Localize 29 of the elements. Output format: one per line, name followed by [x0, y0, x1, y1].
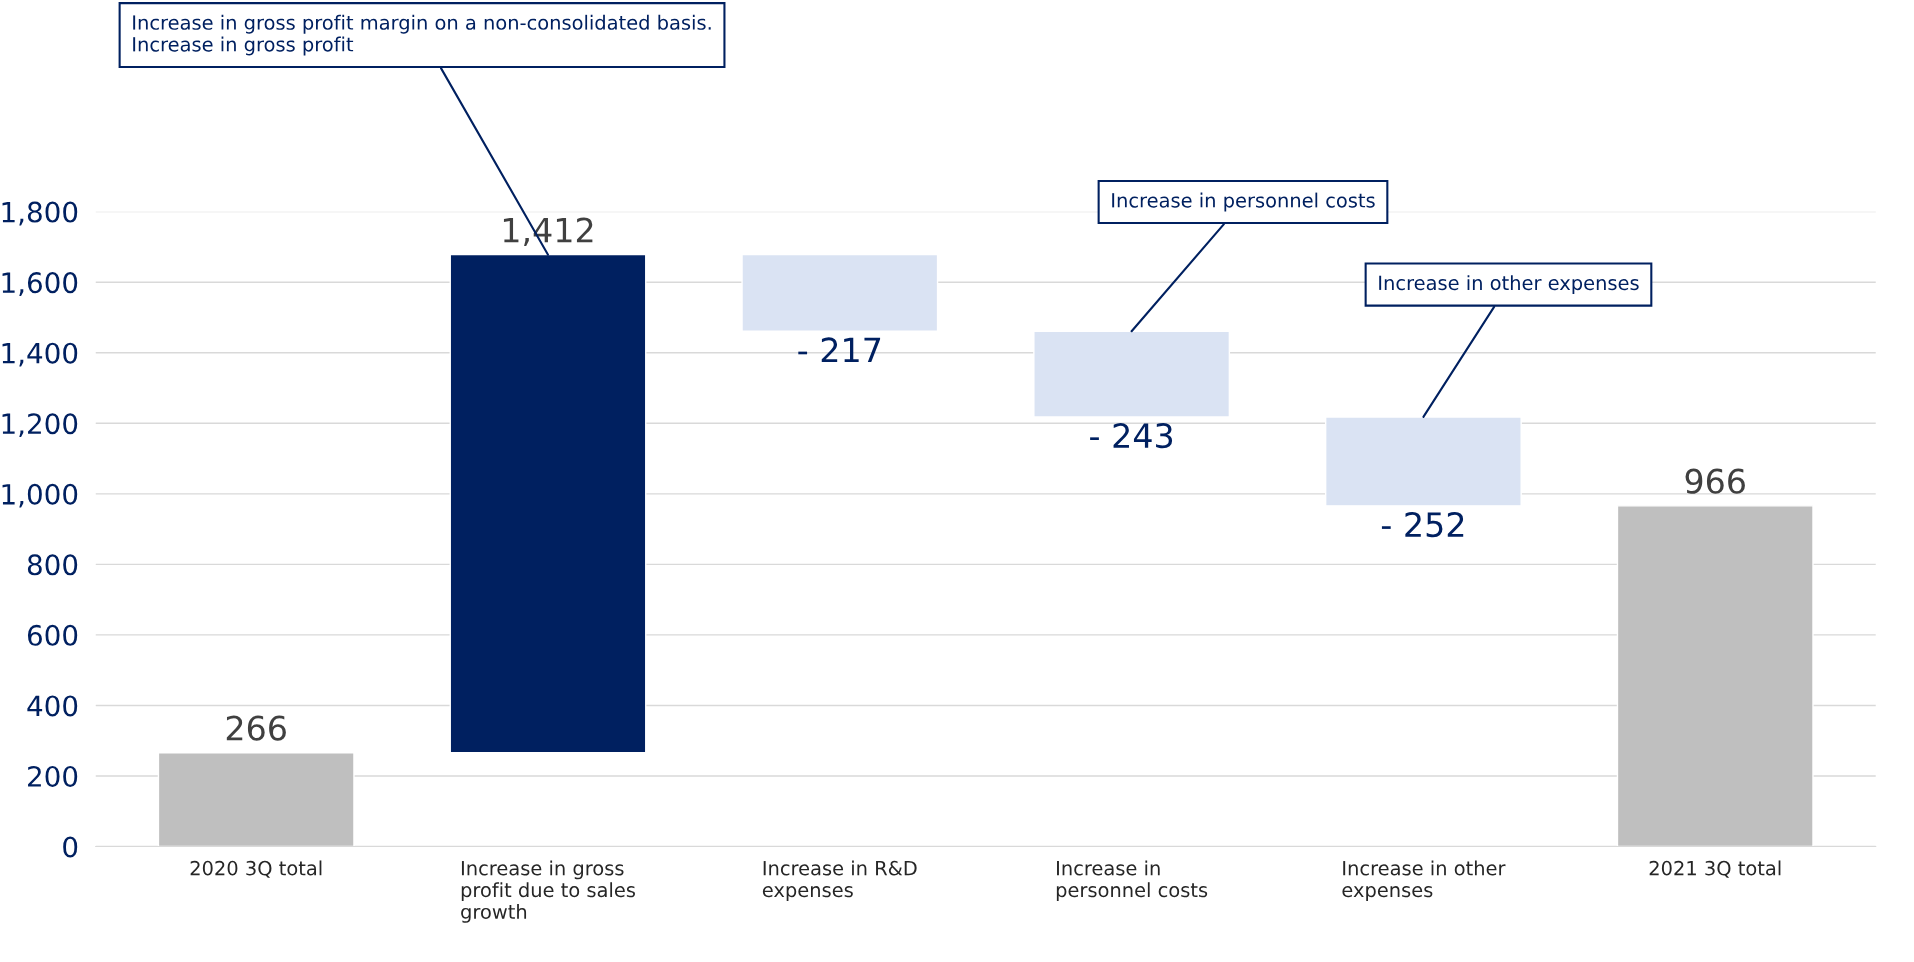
x-tick-label: 2020 3Q total: [190, 860, 322, 878]
data-label: - 243: [1090, 423, 1173, 449]
x-tick-label: Increase in other expenses: [1342, 860, 1506, 902]
x-tick-label: Increase in personnel costs: [1056, 860, 1208, 902]
annotation: Increase in gross profit margin on a non-consolidated basis. Increase in gross profit: [133, 14, 711, 56]
annotation: Increase in personnel costs: [1112, 192, 1375, 212]
y-tick-label: 200: [28, 765, 78, 787]
data-label: - 252: [1381, 511, 1464, 538]
y-tick-label: 1,000: [2, 483, 78, 508]
y-tick-label: 1,400: [2, 342, 78, 367]
y-tick-label: 1,600: [2, 272, 78, 296]
x-tick-label: 2021 3Q total: [1649, 860, 1781, 878]
annotation: Increase in other expenses: [1379, 275, 1639, 294]
bar: [157, 752, 355, 847]
bar: [741, 253, 939, 332]
bar: [1324, 416, 1522, 507]
y-tick-label: 0: [63, 836, 78, 858]
data-label: - 217: [798, 337, 881, 363]
y-tick-label: 1,200: [2, 413, 78, 438]
y-tick-label: 600: [27, 624, 78, 646]
x-tick-label: Increase in R&D expenses: [762, 860, 917, 902]
data-label: 266: [226, 715, 286, 741]
bar: [1033, 330, 1231, 418]
x-tick-label: Increase in gross profit due to sales growth: [461, 860, 635, 923]
y-tick-label: 1,800: [2, 201, 78, 226]
bar: [1616, 505, 1814, 847]
y-tick-label: 800: [27, 554, 78, 576]
y-tick-label: 400: [27, 695, 78, 717]
data-label: 966: [1685, 468, 1745, 494]
